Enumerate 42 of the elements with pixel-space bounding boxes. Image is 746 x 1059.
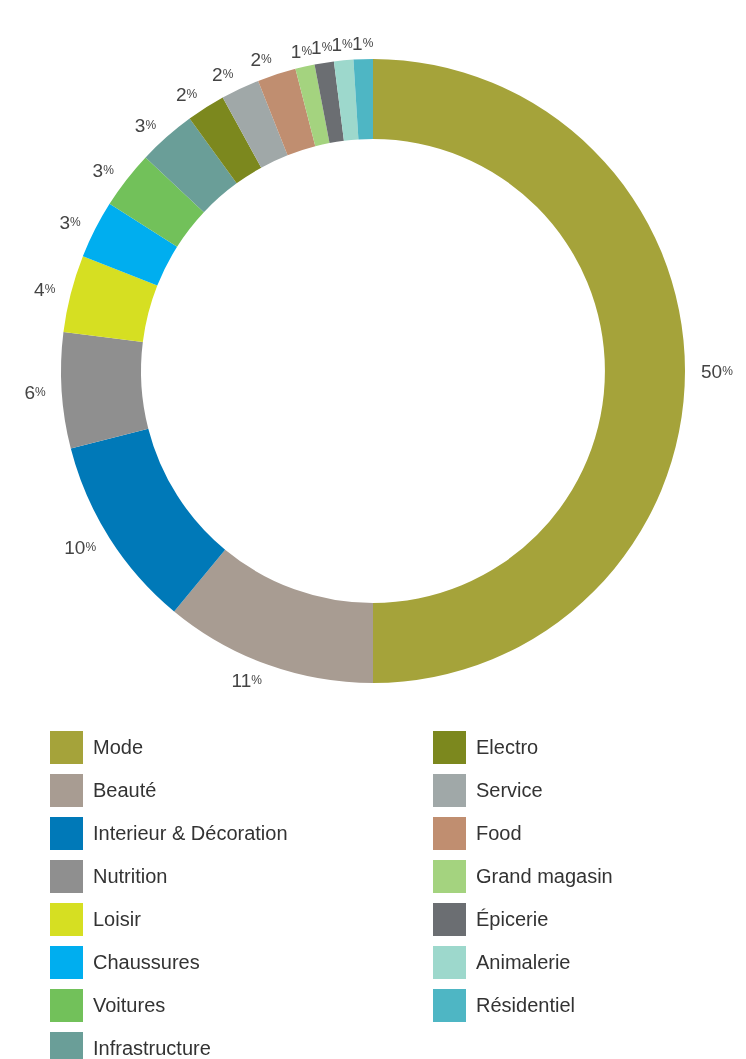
legend-label: Épicerie	[476, 908, 549, 931]
legend-label: Interieur & Décoration	[93, 822, 288, 845]
legend-label: Nutrition	[93, 865, 168, 888]
data-label: 2%	[250, 48, 272, 70]
data-label: 2%	[212, 63, 234, 85]
legend-label: Electro	[476, 736, 539, 759]
data-label: 4%	[34, 278, 56, 300]
data-label: 3%	[92, 159, 115, 181]
legend-label: Mode	[93, 736, 144, 759]
data-label: 6%	[24, 381, 46, 403]
data-label: 2%	[176, 83, 198, 105]
donut-slice	[189, 97, 262, 184]
legend-label: Chaussures	[93, 951, 200, 974]
donut-slice	[258, 68, 316, 156]
donut-slice	[353, 59, 373, 140]
donut-slice	[333, 59, 359, 141]
data-label: 1%	[311, 36, 333, 58]
legend-label: Résidentiel	[476, 994, 575, 1017]
donut-slice	[222, 80, 288, 168]
data-label: 1%	[290, 40, 313, 62]
legend-label: Food	[476, 822, 522, 845]
donut-slice	[145, 118, 237, 213]
donut-slice	[373, 59, 685, 683]
data-label: 3%	[134, 114, 157, 136]
donut-slice	[314, 61, 344, 144]
legend-label: Infrastructure	[93, 1037, 211, 1059]
legend-label: Beauté	[93, 779, 157, 802]
donut-slice	[61, 331, 149, 449]
legend-label: Service	[476, 779, 543, 802]
donut-slice	[63, 256, 158, 342]
data-label: 1%	[352, 32, 374, 54]
data-label: 3%	[59, 211, 82, 233]
donut-slice	[295, 64, 330, 147]
data-label: 1%	[331, 33, 354, 55]
legend-label: Voitures	[93, 994, 166, 1017]
legend-label: Loisir	[93, 908, 141, 931]
data-label: 11%	[231, 669, 263, 691]
data-label: 10%	[64, 536, 97, 558]
data-label: 50%	[701, 360, 734, 382]
legend-label: Grand magasin	[476, 865, 613, 888]
donut-slice	[82, 203, 178, 286]
legend-label: Animalerie	[476, 951, 571, 974]
